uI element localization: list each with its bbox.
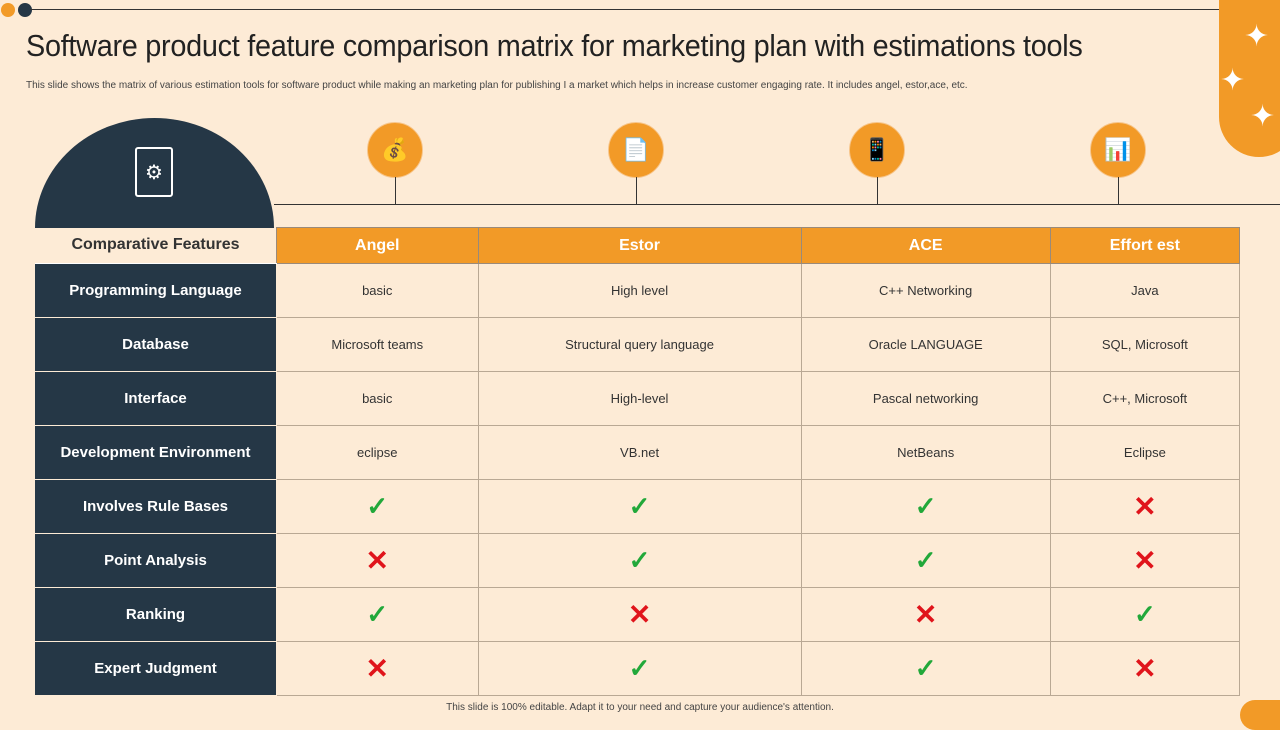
check-icon: ✓ bbox=[800, 479, 1051, 534]
cross-icon: ✕ bbox=[1133, 545, 1157, 576]
check-icon: ✓ bbox=[914, 653, 937, 683]
check-icon: ✓ bbox=[1133, 599, 1156, 629]
cross-icon: ✕ bbox=[477, 587, 802, 642]
check-icon: ✓ bbox=[477, 479, 802, 534]
monitor-chart-gear-icon: 📊 bbox=[1090, 122, 1146, 178]
sparkle-icon: ✦ bbox=[1244, 20, 1270, 53]
comparison-table: Comparative Features Angel Estor ACE Effort … bbox=[35, 227, 1241, 696]
check-icon: ✓ bbox=[276, 479, 479, 534]
row-label: Ranking bbox=[35, 587, 277, 642]
page-subtitle: This slide shows the matrix of various e… bbox=[26, 80, 968, 91]
icon-connector bbox=[1118, 177, 1119, 204]
connector-line bbox=[274, 204, 1280, 205]
footer-note: This slide is 100% editable. Adapt it to… bbox=[446, 702, 834, 713]
page-title: Software product feature comparison matr… bbox=[26, 28, 1083, 63]
check-icon: ✓ bbox=[914, 491, 937, 521]
devices-icon: 📱 bbox=[849, 122, 905, 178]
orange-dot bbox=[1, 3, 15, 17]
sparkle-icon: ✦ bbox=[1250, 100, 1276, 133]
table-row: Interface basic High-level Pascal networkin… bbox=[35, 371, 1241, 426]
table-cell: Java bbox=[1049, 263, 1241, 318]
table-cell: Structural query language bbox=[477, 317, 802, 372]
check-icon: ✓ bbox=[914, 545, 937, 575]
check-icon: ✓ bbox=[366, 491, 389, 521]
table-row: Ranking ✓ ✕ ✕ ✓ bbox=[35, 587, 1241, 642]
table-cell: eclipse bbox=[276, 425, 479, 480]
table-cell: SQL, Microsoft bbox=[1049, 317, 1241, 372]
row-label: Involves Rule Bases bbox=[35, 479, 277, 534]
column-header: Angel bbox=[276, 227, 479, 264]
clipboard-gear-icon: ⚙ bbox=[135, 147, 173, 197]
check-icon: ✓ bbox=[477, 533, 802, 588]
money-bag-crown-icon: 💰 bbox=[367, 122, 423, 178]
row-label: Point Analysis bbox=[35, 533, 277, 588]
cross-icon: ✕ bbox=[276, 533, 479, 588]
table-cell: basic bbox=[276, 371, 479, 426]
cross-icon: ✕ bbox=[1133, 491, 1157, 522]
table-cell: High-level bbox=[477, 371, 802, 426]
cross-icon: ✕ bbox=[800, 587, 1051, 642]
row-label: Expert Judgment bbox=[35, 641, 277, 696]
cross-icon: ✕ bbox=[913, 599, 938, 630]
top-divider bbox=[30, 9, 1220, 10]
icon-connector bbox=[395, 177, 396, 204]
table-cell: Eclipse bbox=[1049, 425, 1241, 480]
cross-icon: ✕ bbox=[276, 641, 479, 696]
decorative-pill bbox=[1240, 700, 1280, 730]
table-cell: VB.net bbox=[477, 425, 802, 480]
check-icon: ✓ bbox=[276, 587, 479, 642]
check-icon: ✓ bbox=[628, 491, 651, 521]
column-header: Effort est bbox=[1049, 227, 1241, 264]
check-icon: ✓ bbox=[1049, 587, 1241, 642]
table-row: Point Analysis ✕ ✓ ✓ ✕ bbox=[35, 533, 1241, 588]
table-row: Programming Language basic High level C++ N… bbox=[35, 263, 1241, 318]
table-cell: Pascal networking bbox=[800, 371, 1051, 426]
cross-icon: ✕ bbox=[1049, 641, 1241, 696]
corner-header: Comparative Features bbox=[35, 227, 277, 264]
row-label: Interface bbox=[35, 371, 277, 426]
table-cell: High level bbox=[477, 263, 802, 318]
table-cell: basic bbox=[276, 263, 479, 318]
check-icon: ✓ bbox=[628, 653, 651, 683]
sparkle-icon: ✦ bbox=[1220, 64, 1246, 97]
row-label: Programming Language bbox=[35, 263, 277, 318]
cross-icon: ✕ bbox=[365, 653, 389, 684]
column-header: Estor bbox=[477, 227, 802, 264]
table-row: Database Microsoft teams Structural query … bbox=[35, 317, 1241, 372]
cross-icon: ✕ bbox=[627, 599, 652, 630]
decorative-banner: ✦ ✦ ✦ bbox=[1219, 0, 1280, 157]
icon-connector bbox=[636, 177, 637, 204]
column-header: ACE bbox=[800, 227, 1051, 264]
navy-dot bbox=[18, 3, 32, 17]
check-icon: ✓ bbox=[366, 599, 389, 629]
check-icon: ✓ bbox=[628, 545, 651, 575]
document-gear-icon: 📄 bbox=[608, 122, 664, 178]
table-cell: C++ Networking bbox=[800, 263, 1051, 318]
table-row: Development Environment eclipse VB.net NetB… bbox=[35, 425, 1241, 480]
row-label: Database bbox=[35, 317, 277, 372]
check-icon: ✓ bbox=[800, 533, 1051, 588]
cross-icon: ✕ bbox=[1049, 479, 1241, 534]
icon-connector bbox=[877, 177, 878, 204]
check-icon: ✓ bbox=[477, 641, 802, 696]
table-cell: NetBeans bbox=[800, 425, 1051, 480]
row-label: Development Environment bbox=[35, 425, 277, 480]
check-icon: ✓ bbox=[800, 641, 1051, 696]
table-cell: Oracle LANGUAGE bbox=[800, 317, 1051, 372]
table-cell: C++, Microsoft bbox=[1049, 371, 1241, 426]
table-row: Involves Rule Bases ✓ ✓ ✓ ✕ bbox=[35, 479, 1241, 534]
cross-icon: ✕ bbox=[1049, 533, 1241, 588]
cross-icon: ✕ bbox=[1133, 653, 1157, 684]
table-cell: Microsoft teams bbox=[276, 317, 479, 372]
cross-icon: ✕ bbox=[365, 545, 389, 576]
table-row: Expert Judgment ✕ ✓ ✓ ✕ bbox=[35, 641, 1241, 696]
